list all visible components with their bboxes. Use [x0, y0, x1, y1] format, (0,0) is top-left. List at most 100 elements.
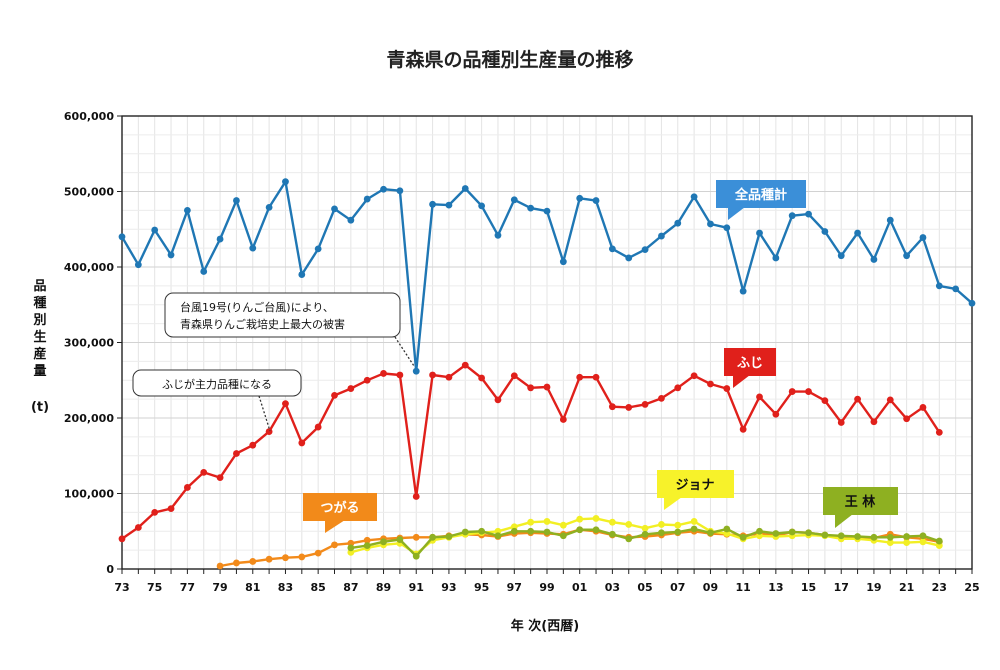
y-tick-label: 600,000 [64, 110, 114, 123]
data-point [756, 527, 763, 535]
y-tick-label: 300,000 [64, 337, 114, 350]
data-point [118, 233, 126, 241]
y-axis-label-char: 品 [33, 279, 46, 294]
y-axis-unit: (t) [31, 400, 49, 415]
data-point [772, 530, 780, 537]
data-point [527, 518, 535, 526]
data-point [821, 397, 829, 405]
series-tag-fuji-label: ふじ [737, 356, 763, 371]
data-point [233, 450, 240, 457]
data-point [805, 529, 812, 537]
data-point [592, 197, 600, 204]
data-point [298, 553, 306, 561]
data-point [461, 185, 469, 192]
data-point [559, 258, 567, 266]
y-axis-label-char: 産 [33, 346, 46, 362]
annotation-typhoon-line1: 台風19号(りんご台風)により、 [180, 300, 334, 314]
data-point [968, 299, 976, 307]
data-point [216, 235, 224, 243]
x-tick-label: 87 [343, 581, 358, 594]
data-point [805, 388, 812, 395]
data-point [788, 528, 796, 536]
series-tag-orin-label: 王 林 [845, 494, 876, 510]
data-point [690, 372, 698, 380]
data-point [363, 195, 371, 203]
data-point [380, 370, 387, 377]
data-point [935, 428, 943, 436]
x-tick-label: 99 [539, 581, 554, 594]
data-point [821, 531, 829, 539]
data-point [886, 539, 894, 546]
data-point [772, 254, 780, 262]
y-axis-ticks: 0 100,000 200,000 300,000 400,000 500,000 600,… [64, 110, 122, 576]
x-tick-label: 25 [964, 581, 979, 594]
y-axis-label-char: 生 [33, 329, 46, 345]
data-point [314, 245, 322, 253]
data-point [821, 228, 829, 235]
data-point [952, 285, 960, 293]
data-point [396, 371, 404, 379]
data-point [233, 197, 240, 204]
data-point [265, 428, 273, 435]
series-tag-tsugaru: つがる [303, 493, 377, 533]
data-point [658, 232, 665, 240]
data-point [445, 201, 453, 209]
x-tick-label: 15 [801, 581, 816, 594]
annotation-fuji-text: ふじが主力品種になる [162, 377, 272, 391]
data-point [445, 533, 453, 540]
x-tick-label: 23 [932, 581, 947, 594]
data-point [592, 373, 600, 381]
x-tick-label: 19 [866, 581, 881, 594]
data-point [363, 536, 371, 544]
data-point [265, 555, 273, 563]
data-point [739, 287, 747, 295]
data-point [707, 529, 714, 537]
x-tick-label: 07 [670, 581, 685, 594]
data-point [919, 404, 927, 411]
data-point [674, 528, 682, 536]
y-tick-label: 100,000 [64, 488, 114, 501]
x-axis-ticks: 73 75 77 79 81 83 85 87 89 91 93 95 97 99 01 03 05 07 09 11… [114, 569, 980, 594]
x-tick-label: 85 [310, 581, 325, 594]
data-point [608, 530, 616, 538]
x-tick-label: 93 [441, 581, 456, 594]
chart-title: 青森県の品種別生産量の推移 [386, 48, 633, 71]
x-axis-label: 年 次(西暦) [511, 618, 579, 634]
series [118, 178, 976, 570]
y-axis-label: 品種別生産量 [32, 279, 46, 379]
data-point [543, 207, 551, 215]
data-point [216, 474, 224, 482]
data-point [886, 396, 894, 404]
data-point [837, 532, 845, 540]
data-point [559, 521, 567, 529]
data-point [658, 529, 665, 537]
data-point [625, 521, 633, 528]
data-point [167, 505, 175, 512]
data-point [380, 538, 387, 546]
data-point [625, 404, 633, 411]
x-tick-label: 21 [899, 581, 914, 594]
data-point [739, 425, 747, 433]
x-tick-label: 89 [376, 581, 391, 594]
x-tick-label: 95 [474, 581, 489, 594]
x-tick-label: 91 [409, 581, 424, 594]
data-point [903, 533, 911, 540]
data-point [608, 245, 616, 253]
data-point [412, 367, 420, 375]
data-point [641, 246, 649, 254]
data-point [707, 380, 714, 388]
data-point [478, 527, 486, 535]
data-point [494, 532, 502, 540]
data-point [331, 205, 338, 213]
data-point [363, 376, 371, 384]
data-point [854, 395, 861, 403]
annotation-typhoon-line2: 青森県りんご栽培史上最大の被害 [180, 317, 345, 331]
data-point [690, 518, 698, 525]
data-point [412, 493, 420, 500]
series-1 [118, 361, 943, 543]
data-point [216, 562, 224, 570]
data-point [608, 518, 616, 526]
data-point [608, 403, 616, 411]
data-point [314, 423, 322, 431]
data-point [543, 518, 551, 525]
